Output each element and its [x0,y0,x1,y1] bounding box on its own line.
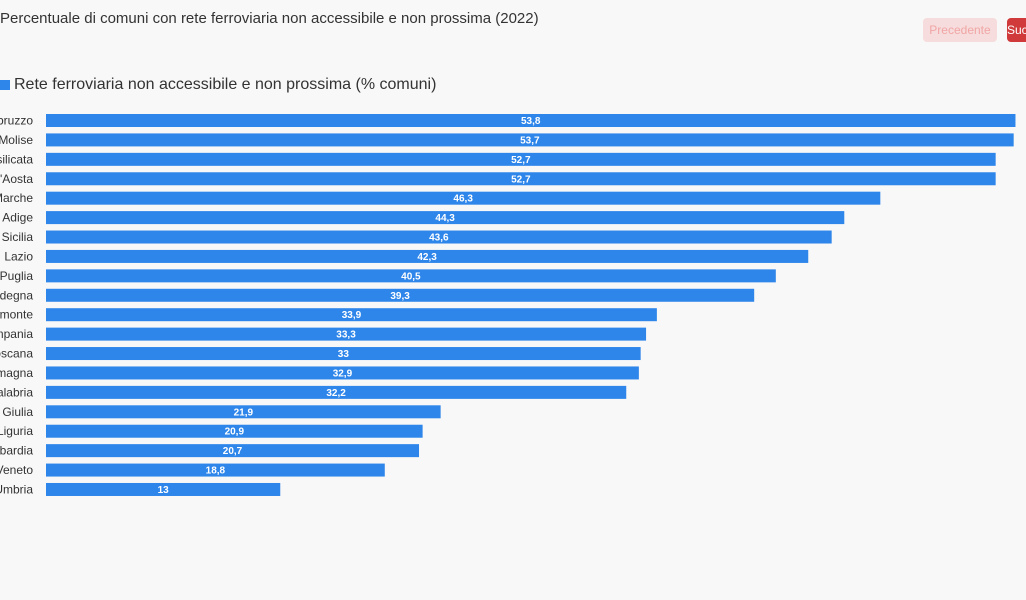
bar[interactable] [46,366,639,380]
previous-button[interactable]: Precedente [923,18,997,42]
category-label: Valle d'Aosta [0,172,33,186]
category-label: Basilicata [0,152,33,166]
bar-value-label: 32,2 [326,388,346,399]
bar[interactable] [46,269,776,283]
bar-value-label: 33,3 [336,330,356,341]
bar-value-label: 33 [338,349,350,360]
next-button[interactable]: Successivo [1007,18,1026,42]
bar[interactable] [46,405,441,419]
bar[interactable] [46,152,996,166]
bar[interactable] [46,114,1016,127]
bar[interactable] [46,482,281,496]
category-label: Toscana [0,347,33,361]
legend-label: Rete ferroviaria non accessibile e non p… [14,76,437,93]
bar-value-label: 52,7 [511,155,531,166]
bar-value-label: 40,5 [401,271,421,282]
category-label: Lazio [4,249,33,263]
bar-value-label: 21,9 [234,407,254,418]
bar[interactable] [46,288,755,302]
bar-value-label: 32,9 [333,368,353,379]
bar[interactable] [46,230,832,244]
bar[interactable] [46,191,881,205]
bar[interactable] [46,133,1014,147]
bar-value-label: 52,7 [511,174,531,185]
category-label: Molise [0,133,33,147]
category-label: Puglia [0,269,33,283]
bar[interactable] [46,347,641,361]
bar[interactable] [46,327,647,341]
chart-legend[interactable]: Rete ferroviaria non accessibile e non p… [0,74,436,96]
category-label: Umbria [0,482,33,496]
bar-value-label: 43,6 [429,233,449,244]
bar-value-label: 13 [158,485,170,496]
category-label: Sardegna [0,288,33,302]
chart-navigation: Precedente Successivo [906,18,1026,42]
bar[interactable] [46,463,385,477]
bar-value-label: 42,3 [417,252,437,263]
bar[interactable] [46,424,423,438]
bar-value-label: 39,3 [390,291,410,302]
category-label: Emilia-Romagna [0,366,33,380]
bar-value-label: 20,9 [225,427,245,438]
category-label: Trentino-Alto Adige [0,211,33,225]
bar-value-label: 18,8 [206,466,226,477]
bar[interactable] [46,385,627,399]
bar-value-label: 53,7 [520,135,540,146]
category-label: Calabria [0,385,33,399]
category-label: Campania [0,327,33,341]
category-label: Friuli-Venezia Giulia [0,405,33,419]
bar[interactable] [46,444,420,458]
category-label: Marche [0,191,33,205]
category-label: Piemonte [0,308,33,322]
category-label: Sicilia [2,230,34,244]
category-label: Liguria [0,424,33,438]
bar[interactable] [46,172,996,186]
bar-value-label: 46,3 [453,194,473,205]
bar[interactable] [46,308,657,322]
bar-value-label: 53,8 [521,116,541,127]
category-label: Veneto [0,463,33,477]
category-label: Lombardia [0,444,33,458]
category-label: Abruzzo [0,114,33,128]
chart-title: Percentuale di comuni con rete ferroviar… [0,10,900,27]
bar[interactable] [46,249,809,263]
bar-value-label: 33,9 [342,310,362,321]
bar[interactable] [46,211,845,225]
bar-value-label: 44,3 [435,213,455,224]
legend-swatch [0,80,10,90]
chart-title-text: Percentuale di comuni con rete ferroviar… [0,10,539,27]
bar-value-label: 20,7 [223,446,243,457]
